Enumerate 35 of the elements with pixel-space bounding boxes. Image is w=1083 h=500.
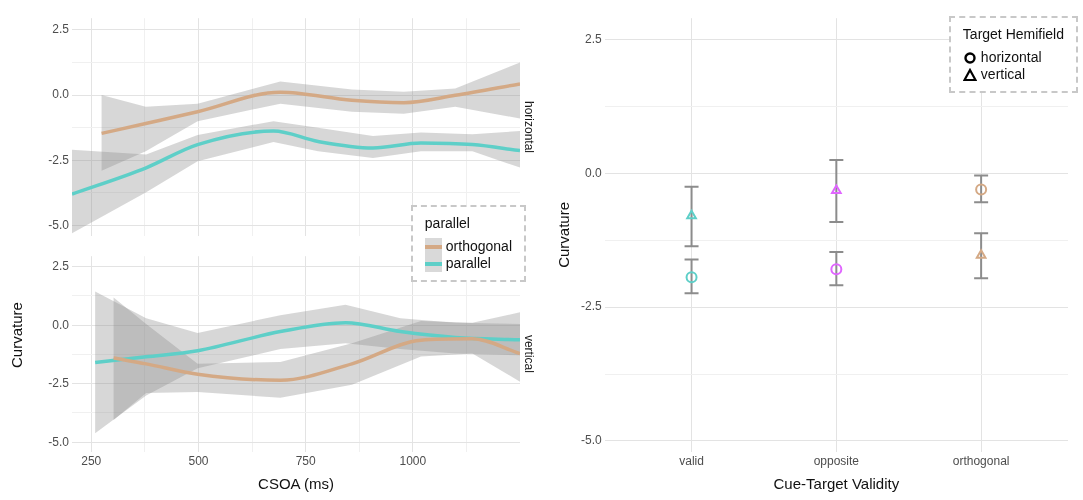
y-tick-label: -2.5 bbox=[580, 299, 602, 314]
y-tick-label: -5.0 bbox=[580, 433, 602, 448]
line-series bbox=[72, 129, 520, 196]
y-tick-label: -5.0 bbox=[48, 217, 70, 232]
y-tick-label: 0.0 bbox=[52, 317, 70, 332]
line-series bbox=[99, 82, 520, 136]
x-tick-label: 750 bbox=[295, 454, 316, 469]
y-axis-title: Curvature bbox=[8, 301, 25, 368]
text: horizontal bbox=[521, 100, 536, 154]
y-tick-label: 2.5 bbox=[584, 31, 602, 46]
line-series bbox=[93, 320, 520, 365]
legend-label: parallel bbox=[445, 255, 491, 272]
y-tick-label: -2.5 bbox=[48, 152, 70, 167]
x-tick-label: 500 bbox=[188, 454, 209, 469]
x-tick-label: 1000 bbox=[399, 454, 427, 469]
legend-title: parallel bbox=[424, 215, 471, 232]
y-tick-label: 2.5 bbox=[52, 22, 70, 37]
x-axis-title: CSOA (ms) bbox=[258, 475, 334, 493]
text: vertical bbox=[980, 66, 1026, 83]
legend-title: Target Hemifield bbox=[962, 26, 1064, 43]
x-axis-title: Cue-Target Validity bbox=[773, 475, 900, 493]
x-tick-label: orthogonal bbox=[952, 454, 1010, 469]
text: vertical bbox=[521, 334, 536, 373]
legend-label: orthogonal bbox=[445, 238, 512, 255]
line-series bbox=[111, 337, 520, 382]
y-tick-label: -2.5 bbox=[48, 376, 70, 391]
y-tick-label: -5.0 bbox=[48, 434, 70, 449]
x-tick-label: 250 bbox=[81, 454, 102, 469]
y-tick-label: 0.0 bbox=[52, 87, 70, 102]
y-tick-label: 0.0 bbox=[584, 165, 602, 180]
y-axis-title: Curvature bbox=[555, 201, 573, 268]
text: horizontal bbox=[980, 49, 1042, 66]
y-tick-label: 2.5 bbox=[52, 259, 70, 274]
x-tick-label: opposite bbox=[813, 454, 860, 469]
x-tick-label: valid bbox=[679, 454, 704, 469]
